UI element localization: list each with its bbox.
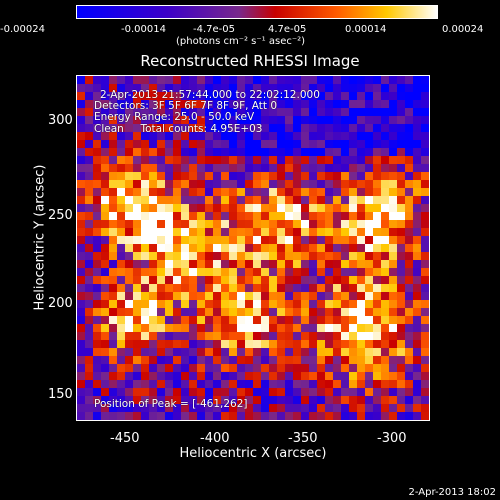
y-tick-label: 300 (48, 113, 73, 128)
colorbar-tick-label: -0.00014 (121, 24, 166, 35)
method-counts-annotation: Clean Total counts: 4.95E+03 (94, 123, 263, 135)
colorbar-tick-label: 0.00014 (345, 24, 387, 35)
image-pixels (77, 76, 429, 420)
x-tick-label: -450 (110, 431, 140, 446)
footer-timestamp: 2-Apr-2013 18:02 (408, 487, 496, 498)
rhessi-image-plot (76, 75, 430, 421)
detectors-annotation: Detectors: 3F 5F 6F 7F 8F 9F, Att 0 (94, 100, 278, 112)
y-tick-label: 150 (48, 387, 73, 402)
x-axis-label: Heliocentric X (arcsec) (179, 446, 327, 461)
plot-title: Reconstructed RHESSI Image (140, 52, 360, 70)
y-axis-label: Heliocentric Y (arcsec) (32, 164, 48, 311)
colorbar-tick-label: -4.7e-05 (193, 24, 235, 35)
colorbar (76, 5, 438, 19)
energy-range-annotation: Energy Range: 25.0 - 50.0 keV (94, 111, 255, 123)
time-range-annotation: 2-Apr-2013 21:57:44.000 to 22:02:12.000 (100, 89, 320, 101)
colorbar-tick-label: 0.00024 (442, 24, 484, 35)
x-tick-label: -350 (288, 431, 318, 446)
colorbar-tick-label: 4.7e-05 (268, 24, 307, 35)
y-tick-label: 200 (48, 296, 73, 311)
y-tick-label: 250 (48, 208, 73, 223)
x-tick-label: -300 (377, 431, 407, 446)
colorbar-tick-label: -0.00024 (0, 24, 45, 35)
rhessi-image (77, 76, 429, 420)
x-tick-label: -400 (200, 431, 230, 446)
colorbar-unit-label: (photons cm⁻² s⁻¹ asec⁻²) (176, 36, 306, 47)
peak-position-annotation: Position of Peak = [-461,262] (94, 398, 248, 410)
